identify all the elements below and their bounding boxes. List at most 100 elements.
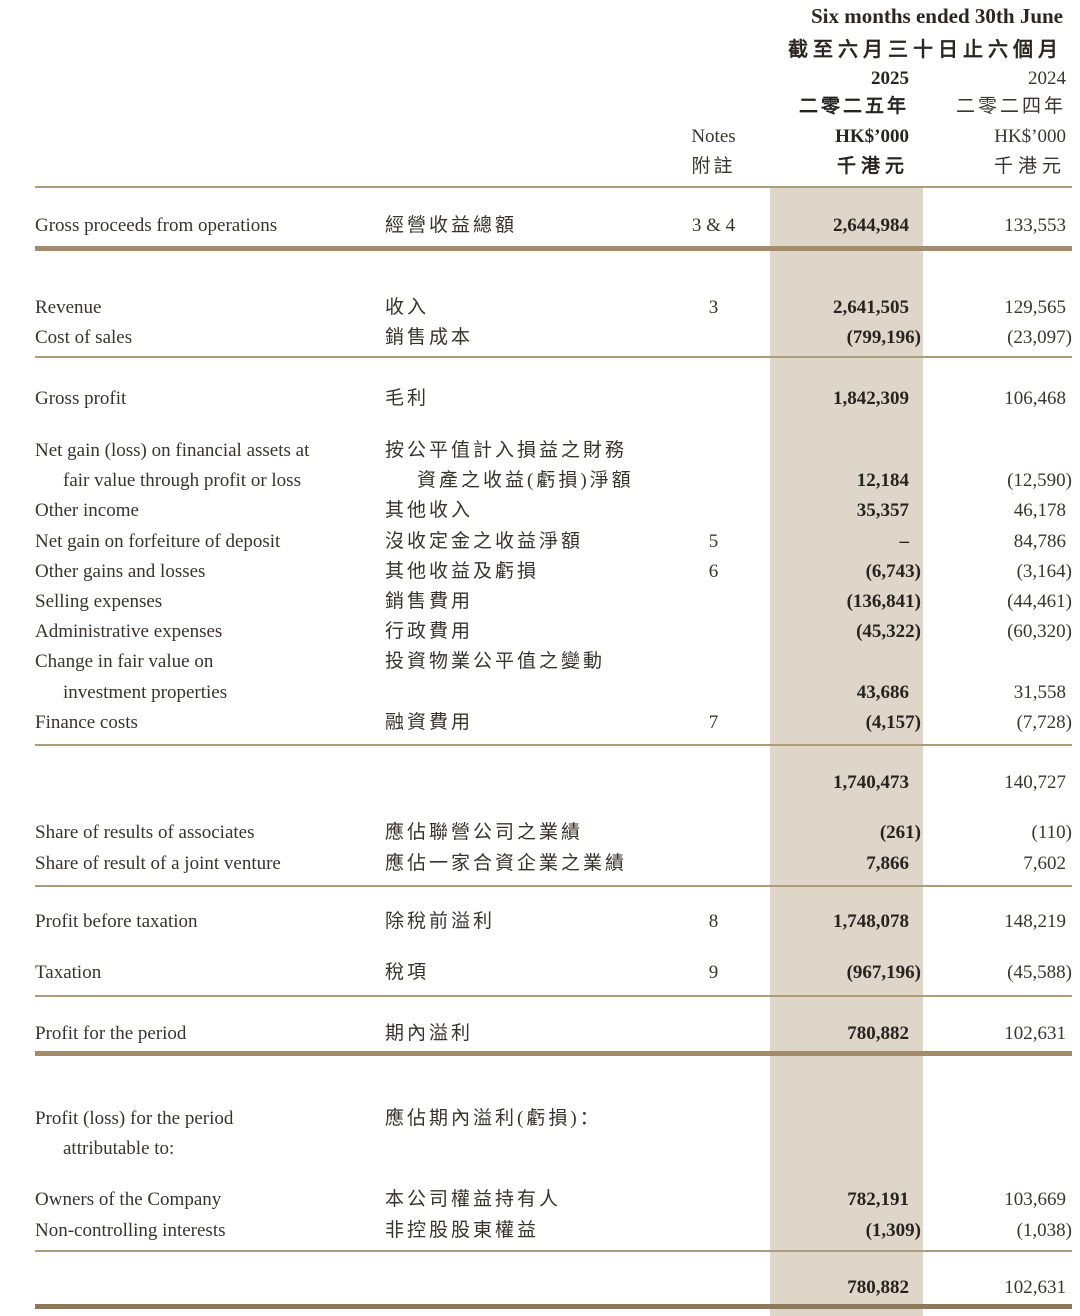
value-2025: (4,157) [865, 712, 921, 733]
label-en: Cost of sales [35, 327, 133, 348]
label-en: Gross profit [35, 388, 127, 409]
value-2025: (45,322) [856, 621, 921, 642]
label-zh: 資產之收益(虧損)淨額 [417, 470, 634, 491]
value-2024: 102,631 [1004, 1277, 1066, 1298]
label-en: Selling expenses [35, 591, 163, 612]
note-ref: 6 [708, 561, 719, 582]
value-2025: (1,309) [865, 1220, 921, 1241]
note-ref: 8 [708, 911, 719, 932]
label-en: Revenue [35, 297, 102, 318]
note-ref [660, 496, 755, 526]
value-2025: 35,357 [856, 500, 909, 521]
row-profit-for-the-period: Profit for the period 期內溢利 780,882 102,6… [35, 1019, 1072, 1049]
label-en: fair value through profit or loss [63, 470, 301, 491]
label-zh: 非控股股東權益 [385, 1220, 540, 1241]
value-2024: (7,728) [1016, 712, 1072, 733]
header-divider-rule [35, 186, 1072, 188]
label-zh: 銷售費用 [385, 591, 474, 612]
value-2024: 103,669 [1004, 1189, 1066, 1210]
row-cost-of-sales: Cost of sales 銷售成本 (799,196) (23,097) [35, 323, 1072, 353]
value-2025: 1,842,309 [833, 388, 909, 409]
notes-column-header: Notes [691, 126, 736, 147]
row-profit-before-taxation: Profit before taxation 除稅前溢利 8 1,748,078… [35, 907, 1072, 937]
label-en: Non-controlling interests [35, 1220, 226, 1241]
label-zh: 除稅前溢利 [385, 911, 496, 932]
label-zh: 毛利 [385, 388, 430, 409]
value-2025: 780,882 [847, 1277, 909, 1298]
unit-header-row: Notes HK$’000 HK$’000 [35, 122, 1072, 152]
label-zh: 應佔聯營公司之業績 [385, 822, 584, 843]
value-2024: (60,320) [1007, 621, 1072, 642]
row-finance-costs: Finance costs 融資費用 7 (4,157) (7,728) [35, 708, 1072, 738]
row-gross-proceeds: Gross proceeds from operations 經營收益總額 3 … [35, 211, 1072, 241]
unit-2025-label: HK$’000 [835, 126, 909, 147]
label-en: Profit for the period [35, 1023, 187, 1044]
row-taxation: Taxation 稅項 9 (967,196) (45,588) [35, 958, 1072, 988]
label-en: Other income [35, 500, 139, 521]
label-en: Gross proceeds from operations [35, 215, 278, 236]
notes-column-header-zh: 附註 [691, 156, 736, 177]
row-fair-value-change-line2: investment properties 43,686 31,558 [35, 678, 1072, 708]
value-2024: (12,590) [1007, 470, 1072, 491]
section-rule [35, 744, 1072, 746]
row-forfeiture-of-deposit: Net gain on forfeiture of deposit 沒收定金之收… [35, 527, 1072, 557]
section-rule [35, 356, 1072, 358]
note-ref [660, 818, 755, 848]
label-zh: 本公司權益持有人 [385, 1189, 562, 1210]
label-zh: 應佔期內溢利(虧損)： [385, 1108, 602, 1129]
label-zh: 融資費用 [385, 712, 474, 733]
row-other-gains-losses: Other gains and losses 其他收益及虧損 6 (6,743)… [35, 557, 1072, 587]
value-2025: (6,743) [865, 561, 921, 582]
note-ref [660, 678, 755, 708]
year-2024-label-zh: 二零二四年 [955, 96, 1066, 117]
value-2024: 31,558 [1013, 682, 1066, 703]
label-zh: 經營收益總額 [385, 215, 518, 236]
note-ref [660, 323, 755, 353]
note-ref [660, 1185, 755, 1215]
label-en: investment properties [63, 682, 228, 703]
label-zh: 投資物業公平值之變動 [385, 651, 606, 672]
label-zh: 其他收益及虧損 [385, 561, 540, 582]
period-title-en: Six months ended 30th June [810, 4, 1063, 28]
row-revenue: Revenue 收入 3 2,641,505 129,565 [35, 293, 1072, 323]
section-rule [35, 1250, 1072, 1252]
label-en: Administrative expenses [35, 621, 223, 642]
value-2024: (45,588) [1007, 962, 1072, 983]
label-zh: 沒收定金之收益淨額 [385, 531, 584, 552]
label-en: Other gains and losses [35, 561, 206, 582]
value-2024: (44,461) [1007, 591, 1072, 612]
value-2025: 1,748,078 [833, 911, 909, 932]
note-ref [660, 587, 755, 617]
note-ref: 3 & 4 [691, 215, 736, 236]
row-owners-of-company: Owners of the Company 本公司權益持有人 782,191 1… [35, 1185, 1072, 1215]
label-en: Share of result of a joint venture [35, 853, 281, 874]
value-2025: – [899, 531, 910, 552]
note-ref: 9 [708, 962, 719, 983]
value-2025: 7,866 [866, 853, 909, 874]
section-rule [35, 995, 1072, 997]
unit-header-zh-row: 附註 千港元 千港元 [35, 152, 1072, 182]
value-2025: (799,196) [846, 327, 921, 348]
note-ref: 3 [708, 297, 719, 318]
value-2025: 782,191 [847, 1189, 909, 1210]
value-2025: (967,196) [846, 962, 921, 983]
year-2025-label-zh: 二零二五年 [798, 96, 909, 117]
row-gross-profit: Gross profit 毛利 1,842,309 106,468 [35, 384, 1072, 414]
note-ref [660, 849, 755, 879]
label-zh: 稅項 [385, 962, 430, 983]
value-2024: 102,631 [1004, 1023, 1066, 1044]
label-en: Profit (loss) for the period [35, 1108, 234, 1129]
section-rule [35, 246, 1072, 251]
value-2025: 12,184 [856, 470, 909, 491]
value-2024: 140,727 [1004, 772, 1066, 793]
row-financial-assets-line2: fair value through profit or loss 資產之收益(… [35, 466, 1072, 496]
row-attributable-line2: attributable to: [35, 1134, 1072, 1164]
row-attributable-total: 780,882 102,631 [35, 1273, 1072, 1303]
label-zh [385, 678, 660, 708]
year-header-row: 2025 2024 [35, 64, 1072, 94]
row-attributable-line1: Profit (loss) for the period 應佔期內溢利(虧損)： [35, 1104, 1072, 1134]
row-other-income: Other income 其他收入 35,357 46,178 [35, 496, 1072, 526]
value-2025: (261) [879, 822, 921, 843]
year-2024-label: 2024 [1028, 68, 1066, 89]
year-header-zh-row: 二零二五年 二零二四年 [35, 92, 1072, 122]
